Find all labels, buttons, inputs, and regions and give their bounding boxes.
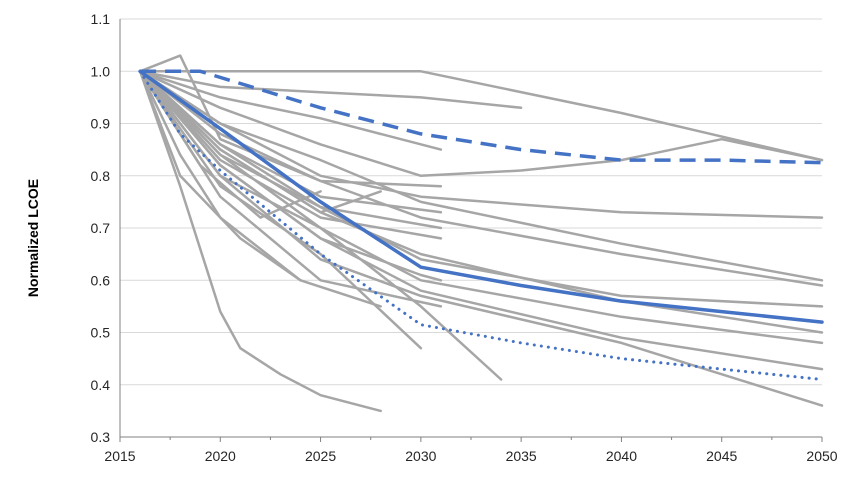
y-tick-label: 0.6 — [91, 272, 111, 288]
x-tick-label: 2035 — [506, 448, 537, 464]
highlight-line-dotted — [138, 69, 824, 381]
x-tick-label: 2020 — [205, 448, 236, 464]
scenario-line — [138, 70, 382, 413]
y-tick-label: 0.9 — [91, 116, 111, 132]
scenario-line — [138, 70, 824, 178]
y-tick-labels: 0.3 0.4 0.5 0.6 0.7 0.8 0.9 1.0 1.1 — [91, 11, 111, 445]
scenario-line — [138, 70, 523, 110]
scenario-line — [138, 70, 423, 350]
highlight-lines — [138, 69, 824, 381]
x-tick-label: 2025 — [305, 448, 336, 464]
scenario-line — [138, 70, 443, 214]
y-tick-label: 0.7 — [91, 220, 111, 236]
scenario-line — [138, 70, 443, 240]
y-tick-label: 0.3 — [91, 429, 111, 445]
scenario-line — [138, 70, 443, 282]
highlight-line-dashed — [140, 69, 823, 165]
axes — [119, 19, 823, 442]
y-tick-label: 0.4 — [91, 377, 111, 393]
scenario-line — [138, 70, 302, 282]
highlight-line-solid — [138, 69, 824, 324]
y-tick-label: 0.5 — [91, 325, 111, 341]
scenario-line — [138, 70, 443, 230]
y-tick-label: 1.1 — [91, 11, 111, 27]
y-axis-label: Normalized LCOE — [25, 179, 41, 297]
scenario-lines — [138, 54, 824, 413]
scenario-line — [138, 70, 824, 282]
scenario-line — [138, 70, 503, 381]
y-tick-label: 1.0 — [91, 63, 111, 79]
scenario-line — [138, 70, 382, 308]
x-tick-labels: 2015 2020 2025 2030 2035 2040 2045 2050 — [104, 448, 837, 464]
y-tick-label: 0.8 — [91, 168, 111, 184]
scenario-line — [138, 54, 443, 188]
scenario-line — [138, 70, 824, 287]
x-tick-label: 2050 — [806, 448, 837, 464]
x-tick-label: 2040 — [606, 448, 637, 464]
scenario-line — [138, 70, 824, 162]
x-tick-label: 2030 — [405, 448, 436, 464]
x-tick-label: 2015 — [104, 448, 135, 464]
scenario-line — [138, 70, 443, 151]
x-tick-label: 2045 — [706, 448, 737, 464]
